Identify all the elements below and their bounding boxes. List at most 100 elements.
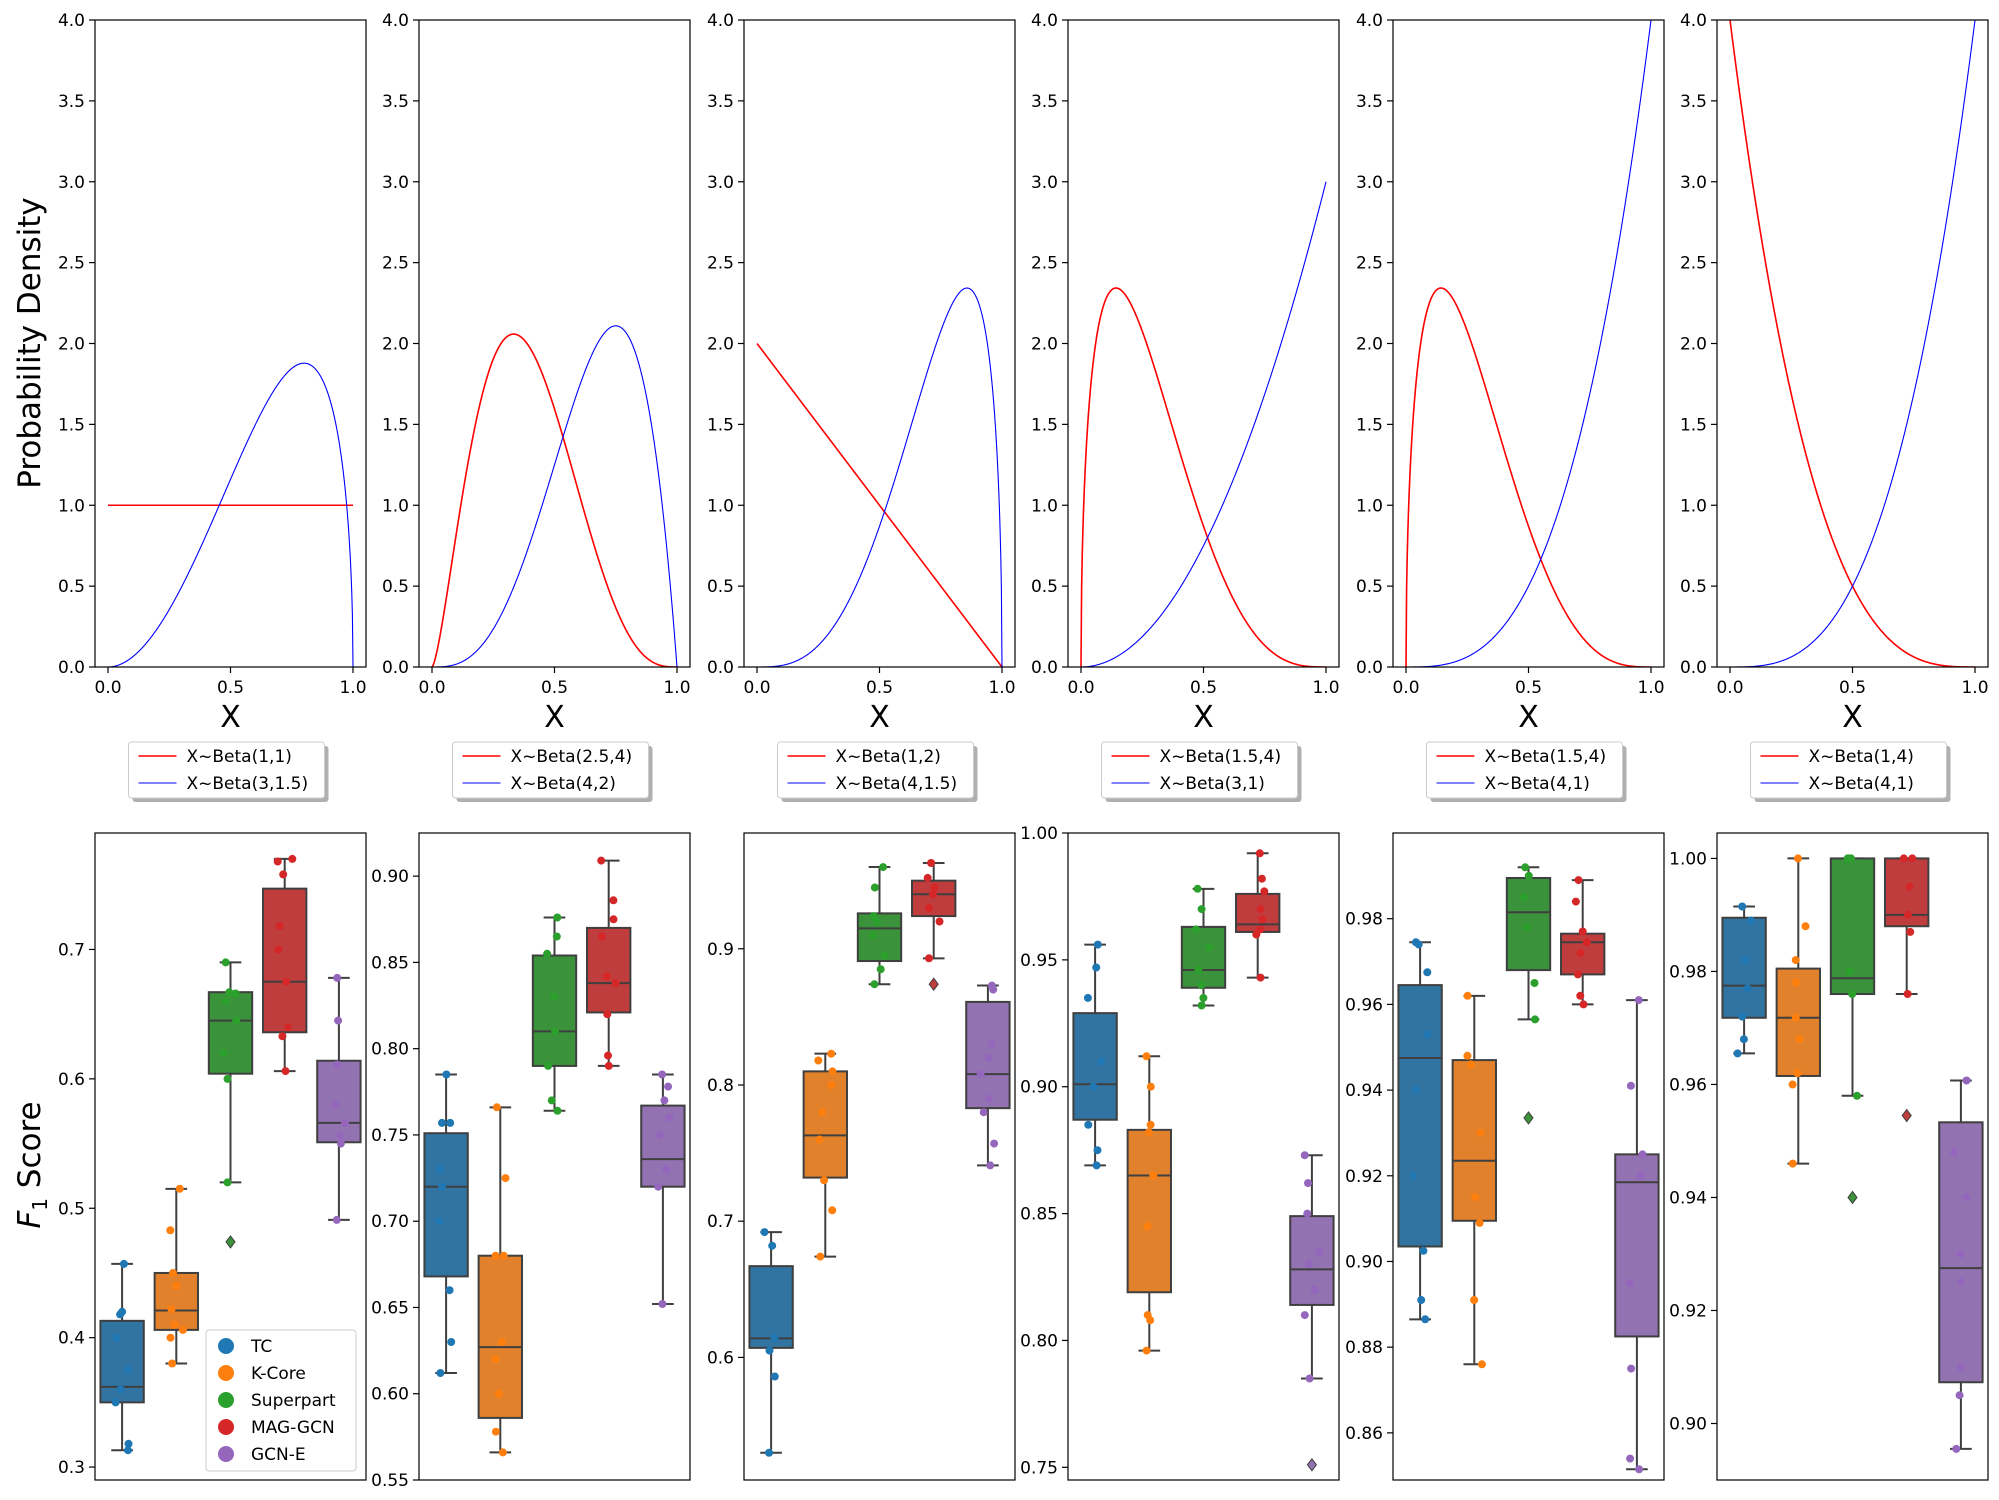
data-point [169,1269,177,1277]
data-point [924,903,933,912]
y-tick-label: 2.0 [58,335,85,355]
box-body [207,991,254,1075]
data-point [1582,938,1591,947]
y-tick-label: 0.90 [1669,1414,1707,1434]
y-tick-label: 1.0 [1031,496,1058,516]
data-point [551,1027,560,1036]
data-point [438,1182,447,1191]
data-point [1801,922,1810,931]
y-tick-label: 0.88 [1345,1338,1383,1358]
data-point [119,1259,128,1268]
density-curves [1729,20,1976,667]
box-GCN-E [965,981,1011,1170]
y-tick-label: 3.5 [1031,92,1058,112]
y-tick-label: 2.0 [1356,335,1383,355]
data-point [492,1103,501,1112]
data-point [223,1074,232,1083]
data-point [1905,882,1914,891]
data-point [814,1056,823,1065]
y-tick-label: 0.85 [1020,1205,1058,1225]
legend-label: X~Beta(2.5,4) [511,747,633,767]
data-point [1738,902,1747,911]
legend-box [1750,741,1947,799]
legend-swatch-Superpart [218,1392,234,1408]
data-point [1417,1296,1426,1304]
data-point [1419,1246,1428,1255]
data-point [549,992,558,1001]
data-point [1899,854,1908,863]
y-tick-label: 0.5 [58,577,85,597]
plot-frame [418,832,691,1481]
y-tick-label: 0.95 [1020,951,1058,971]
data-point [1626,1278,1634,1287]
data-point [1743,984,1752,993]
y-tick-label: 0.0 [1680,658,1707,678]
density-panel-4: 0.0 0.5 1.0 1.5 2.0 2.5 3.0 3.5 4.0 0.0 0.5 1.0 X X~B… [1031,11,1340,802]
data-point [1576,949,1585,957]
box-body [1072,1012,1118,1121]
data-point [1627,1364,1636,1373]
outlier-marker [1847,1190,1858,1205]
box-TC [1397,938,1443,1324]
data-point [167,1305,176,1314]
series-line-2 [1081,181,1327,667]
data-point [1788,1159,1797,1168]
data-point [770,1334,779,1343]
y-tick-label: 0.7 [58,940,85,960]
data-point [976,1070,985,1079]
legend-box [205,1329,357,1472]
legend-box [777,741,974,799]
y-tick-label: 0.70 [371,1212,409,1232]
data-point [870,883,879,892]
box-GCN-E [1289,1151,1335,1472]
data-point [1470,1296,1479,1304]
y-tick-label: 2.0 [707,335,734,355]
data-point [765,1346,774,1355]
data-point [1149,1171,1158,1180]
data-point [1089,1082,1098,1091]
box-Superpart [1180,884,1227,1010]
data-point [662,1165,671,1174]
data-point [1256,925,1265,934]
y-tick-label: 1.5 [58,415,85,435]
y-tick-label: 0.90 [1020,1078,1058,1098]
plot-frame [1716,19,1989,668]
data-point [876,965,885,974]
legend-label: X~Beta(4,2) [511,774,616,794]
data-point [1477,1360,1486,1369]
data-point [491,1251,500,1260]
density-panel-5: 0.0 0.5 1.0 1.5 2.0 2.5 3.0 3.5 4.0 0.0 0.5 1.0 X X~B… [1356,11,1665,802]
data-point [1092,1161,1101,1170]
data-point [660,1096,669,1105]
data-point [1310,1285,1319,1294]
data-point [935,917,944,926]
data-point [658,1300,667,1308]
data-point [1791,978,1800,987]
x-tick-label: 0.5 [866,678,893,698]
y-tick-label: 3.0 [707,173,734,193]
data-point [1305,1374,1314,1383]
y-tick-label: 0.5 [1031,577,1058,597]
data-point [232,1016,241,1025]
data-point [1746,916,1755,925]
data-point [1635,1465,1644,1474]
y-tick-label: 0.98 [1669,962,1707,982]
box-body [423,1132,469,1278]
data-point [654,1182,663,1191]
data-point [1093,1146,1102,1155]
y-tick-label: 2.5 [707,254,734,274]
data-point [604,1051,612,1060]
box-K-Core [802,1049,848,1261]
x-tick-label: 1.0 [1637,678,1664,698]
data-point [1305,1260,1313,1269]
figure-labels: Probability Density F1 Score [12,197,52,1228]
data-point [166,1333,175,1342]
data-point [870,980,879,989]
y-tick-label: 3.5 [58,92,85,112]
y-axis-title-bottom-rest: Score [12,1101,48,1198]
data-point [553,913,562,922]
data-point [1626,1454,1635,1463]
series-line-2 [1730,20,1976,667]
data-point [278,1032,287,1041]
y-tick-label: 1.5 [1680,415,1707,435]
